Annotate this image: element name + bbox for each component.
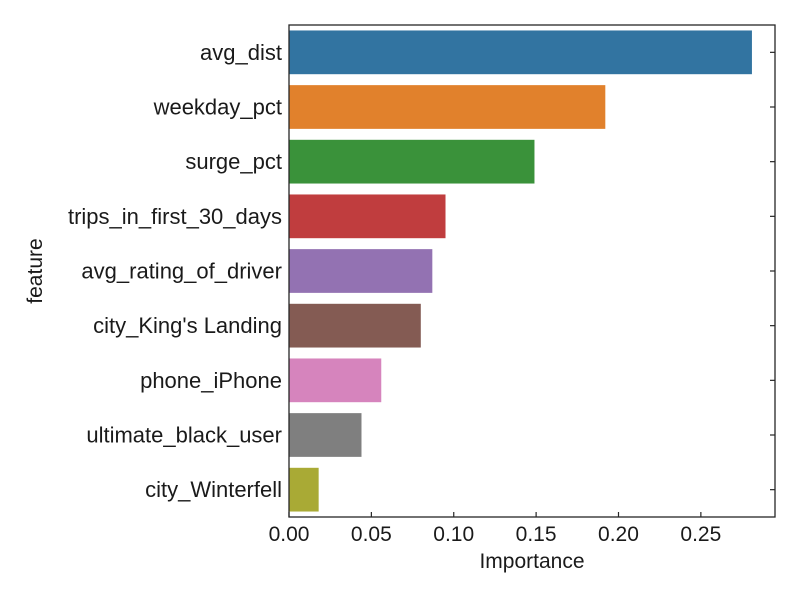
y-tick-label: weekday_pct: [153, 95, 282, 120]
bar-weekday-pct: [289, 85, 606, 129]
bars-layer: [289, 30, 752, 512]
y-tick-label: phone_iPhone: [140, 368, 282, 393]
y-tick-label: city_Winterfell: [145, 477, 282, 502]
x-tick-label: 0.10: [433, 523, 474, 546]
x-axis-title: Importance: [479, 550, 584, 573]
y-tick-label: avg_dist: [200, 40, 282, 65]
bar-city-winterfell: [289, 467, 319, 512]
labels-layer: avg_dist weekday_pct surge_pct trips_in_fir…: [68, 40, 721, 546]
y-tick-label: ultimate_black_user: [86, 423, 282, 448]
bar-avg-dist: [289, 30, 752, 75]
bar-phone-iphone: [289, 358, 382, 403]
x-tick-label: 0.25: [680, 523, 721, 546]
y-tick-label: trips_in_first_30_days: [68, 204, 282, 229]
y-tick-label: city_King's Landing: [93, 313, 282, 338]
ticks-layer: [288, 51, 775, 517]
x-tick-label: 0.00: [269, 523, 310, 546]
bar-city-king-s-landing: [289, 303, 421, 348]
bar-surge-pct: [289, 139, 535, 184]
bar-avg-rating-of-driver: [289, 249, 433, 293]
y-axis-title: feature: [24, 238, 47, 303]
x-tick-label: 0.05: [351, 523, 392, 546]
y-tick-label: surge_pct: [185, 149, 282, 174]
x-tick-label: 0.20: [598, 523, 639, 546]
x-tick-label: 0.15: [516, 523, 557, 546]
y-tick-label: avg_rating_of_driver: [81, 259, 282, 284]
bar-trips-in-first-30-days: [289, 194, 446, 239]
bar-ultimate-black-user: [289, 413, 362, 457]
